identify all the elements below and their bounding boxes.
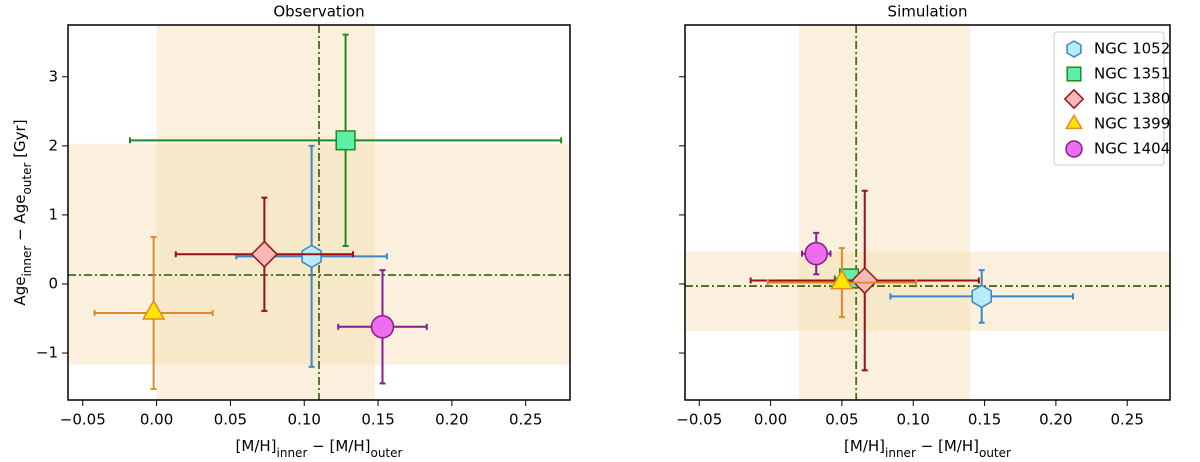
marker xyxy=(971,284,992,309)
x-tick-label: 0.25 xyxy=(509,411,542,429)
legend-marker xyxy=(1066,40,1082,58)
x-tick-label: 0.00 xyxy=(140,411,173,429)
x-tick-label: 0.00 xyxy=(754,411,787,429)
y-tick-label: −1 xyxy=(36,344,58,362)
chart-title: Simulation xyxy=(888,3,968,21)
legend-box xyxy=(1053,31,1165,166)
axis-label: [M/H]inner − [M/H]outer xyxy=(236,437,403,460)
label-subscript: inner xyxy=(20,246,34,277)
y-tick-label: 1 xyxy=(48,205,58,223)
x-tick-label: 0.15 xyxy=(361,411,394,429)
y-tick-label: 2 xyxy=(48,136,58,154)
x-tick-label: 0.05 xyxy=(825,411,858,429)
vertical-band xyxy=(156,25,376,400)
label-subscript: inner xyxy=(277,446,308,460)
x-tick-label: 0.05 xyxy=(214,411,247,429)
legend-marker xyxy=(1066,66,1082,82)
plot-frame xyxy=(67,24,571,401)
marker xyxy=(370,315,395,339)
chart-title: Observation xyxy=(273,3,364,21)
legend-label: NGC 1404 xyxy=(1094,140,1170,158)
marker xyxy=(830,269,854,290)
legend-label: NGC 1052 xyxy=(1094,40,1170,58)
axis-label: Ageinner − Ageouter [Gyr] xyxy=(11,119,34,305)
x-tick-label: −0.05 xyxy=(60,411,106,429)
label-text: − Age xyxy=(11,195,29,246)
marker xyxy=(141,299,166,320)
legend-marker xyxy=(1065,140,1083,158)
label-text: − [M/H] xyxy=(307,437,370,455)
x-tick-label: 0.10 xyxy=(288,411,321,429)
legend-label: NGC 1351 xyxy=(1094,65,1170,83)
plot-frame xyxy=(684,24,1171,401)
y-tick-label: 3 xyxy=(48,67,58,85)
label-subscript: inner xyxy=(885,446,916,460)
x-tick-label: 0.15 xyxy=(968,411,1001,429)
vertical-band xyxy=(799,25,971,400)
label-text: [Gyr] xyxy=(11,119,29,162)
label-subscript: outer xyxy=(370,446,402,460)
legend-marker xyxy=(1065,113,1083,130)
y-tick-label: 0 xyxy=(48,274,58,292)
axis-label: [M/H]inner − [M/H]outer xyxy=(844,437,1011,460)
legend-label: NGC 1380 xyxy=(1094,90,1170,108)
x-tick-label: 0.20 xyxy=(1039,411,1072,429)
label-subscript: outer xyxy=(20,163,34,195)
x-tick-label: 0.20 xyxy=(435,411,468,429)
marker xyxy=(851,266,879,295)
marker xyxy=(301,244,322,269)
legend-label: NGC 1399 xyxy=(1094,115,1170,133)
label-text: − [M/H] xyxy=(916,437,979,455)
label-text: [M/H] xyxy=(844,437,885,455)
x-tick-label: 0.10 xyxy=(897,411,930,429)
x-tick-label: 0.25 xyxy=(1111,411,1144,429)
marker xyxy=(250,240,279,268)
marker xyxy=(804,241,828,266)
horizontal-band xyxy=(685,251,1170,331)
legend-marker xyxy=(1063,88,1085,110)
marker xyxy=(335,130,356,151)
label-subscript: outer xyxy=(979,446,1011,460)
label-text: Age xyxy=(11,277,29,306)
x-tick-label: −0.05 xyxy=(676,411,722,429)
label-text: [M/H] xyxy=(236,437,277,455)
